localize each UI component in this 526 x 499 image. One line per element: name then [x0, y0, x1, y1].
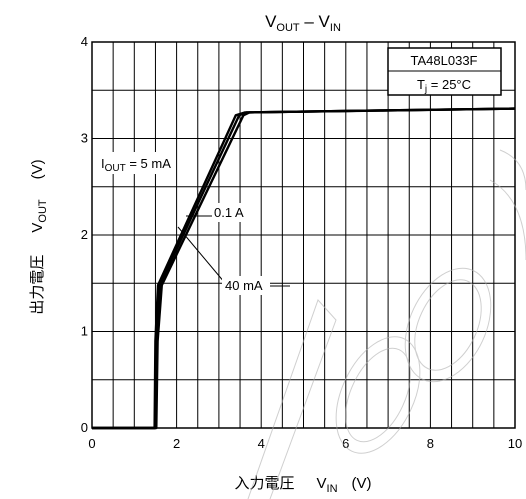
y-tick-label: 2 — [81, 227, 88, 242]
x-tick-label: 4 — [258, 436, 265, 451]
y-tick-label: 3 — [81, 131, 88, 146]
junction-temperature: Tj = 25°C — [417, 77, 471, 95]
x-tick-label: 2 — [173, 436, 180, 451]
watermark — [247, 149, 526, 499]
x-tick-label: 8 — [427, 436, 434, 451]
chart-title: VOUT – VIN — [265, 12, 341, 34]
label-40ma: 40 mA — [177, 226, 290, 295]
x-axis-title: 入力電圧 VIN (V) — [234, 475, 371, 495]
series-line-2 — [92, 107, 516, 430]
svg-text:40 mA: 40 mA — [225, 278, 263, 293]
x-tick-label: 0 — [88, 436, 95, 451]
plot-frame — [91, 41, 516, 429]
svg-text:0.1 A: 0.1 A — [214, 205, 244, 220]
label-iout-5ma: IOUT = 5 mA — [98, 152, 176, 174]
x-tick-label: 10 — [508, 436, 522, 451]
y-axis-title: 出力電圧VOUT(V) — [29, 159, 49, 314]
label-0-1a: 0.1 A — [186, 203, 252, 222]
y-tick-label: 1 — [81, 324, 88, 339]
y-tick-label: 0 — [81, 420, 88, 435]
info-box: TA48L033F Tj = 25°C — [387, 47, 502, 96]
part-number: TA48L033F — [411, 53, 478, 68]
plot-area: 0 2 4 6 8 10 0 1 2 3 4 — [81, 34, 522, 451]
x-tick-label: 6 — [342, 436, 349, 451]
y-tick-label: 4 — [81, 34, 88, 49]
svg-text:IOUT = 5 mA: IOUT = 5 mA — [101, 156, 171, 174]
